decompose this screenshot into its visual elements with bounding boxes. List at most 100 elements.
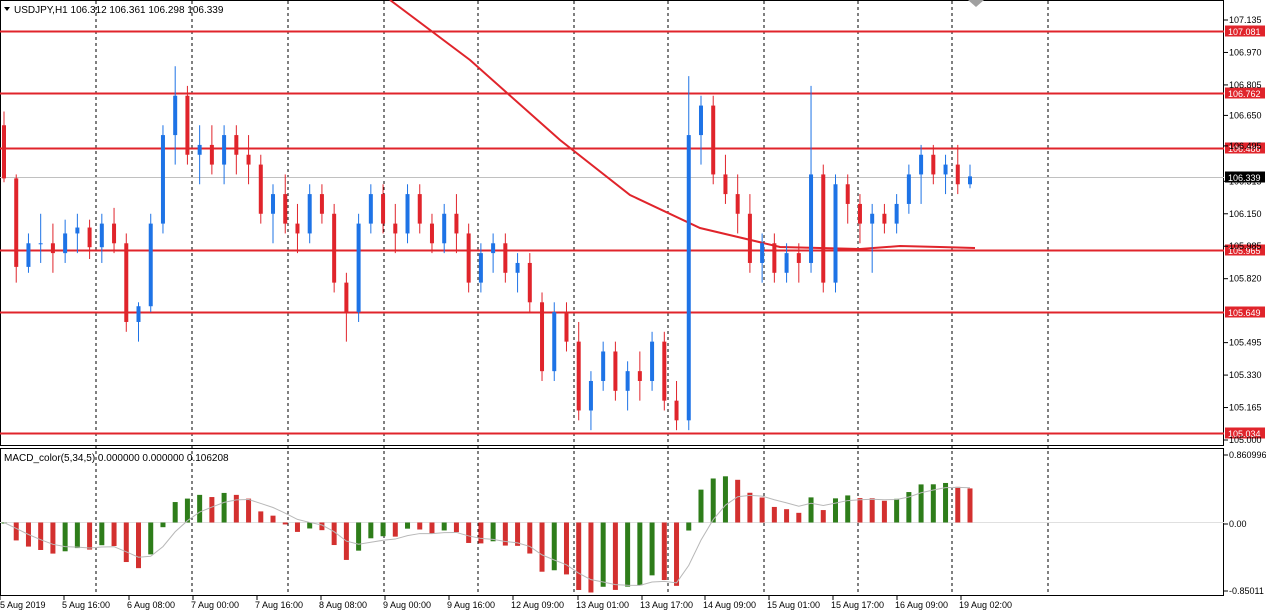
macd-bar <box>857 498 863 523</box>
time-tick-label: 7 Aug 00:00 <box>191 600 239 610</box>
chart-shift-icon[interactable] <box>968 0 984 7</box>
price-tick-label: 107.135 <box>1229 15 1262 25</box>
macd-signal-line <box>3 486 971 586</box>
level-label: 105.649 <box>1228 308 1261 318</box>
candle-body <box>845 184 850 204</box>
moving-average-line <box>389 0 976 251</box>
time-axis: 5 Aug 2019 5 Aug 16:00 6 Aug 08:00 7 Aug 00… <box>0 596 1012 610</box>
price-tick-label: 105.820 <box>1229 274 1262 284</box>
candle-body <box>625 371 630 391</box>
macd-histogram <box>0 476 1224 593</box>
macd-bar <box>319 522 325 531</box>
macd-bar <box>282 522 288 525</box>
candle-body <box>601 351 606 381</box>
candle-body <box>650 341 655 381</box>
symbol-header: USDJPY,H1 106.312 106.361 106.298 106.33… <box>14 5 224 16</box>
macd-bar <box>87 522 93 550</box>
macd-label: MACD_color(5,34,5) 0.000000 0.000000 0.1… <box>4 453 229 464</box>
candle-body <box>417 194 422 224</box>
macd-bar <box>478 522 484 544</box>
macd-bar <box>722 476 728 523</box>
candle-body <box>809 174 814 263</box>
candle-body <box>503 243 508 273</box>
time-tick-label: 9 Aug 00:00 <box>383 600 431 610</box>
macd-bar <box>441 522 447 531</box>
candle-body <box>686 135 691 421</box>
macd-bar <box>612 522 618 590</box>
macd-tick-label: 0.860996 <box>1229 450 1266 460</box>
macd-bar <box>246 498 252 523</box>
candle-body <box>50 243 55 254</box>
macd-bar <box>930 484 936 523</box>
level-badge <box>1225 427 1265 439</box>
candle-body <box>735 194 740 214</box>
candle-body <box>87 227 92 248</box>
horizontal-levels[interactable]: 107.081 106.762 106.486 105.965 105.649 105.0… <box>0 25 1265 440</box>
candle-body <box>894 203 899 224</box>
price-tick-label: 106.150 <box>1229 209 1262 219</box>
candle-body <box>368 194 373 224</box>
level-label: 105.034 <box>1228 429 1261 439</box>
macd-bar <box>197 494 203 523</box>
price-tick-label: 105.330 <box>1229 370 1262 380</box>
candle-body <box>796 253 801 263</box>
price-tick-label: 105.000 <box>1229 435 1262 445</box>
level-label: 106.762 <box>1228 89 1261 99</box>
candle-body <box>344 282 349 313</box>
macd-bar <box>184 498 190 523</box>
time-tick-label: 12 Aug 09:00 <box>511 600 564 610</box>
macd-bar <box>417 522 423 530</box>
candles <box>2 66 972 431</box>
level-label: 105.965 <box>1228 246 1261 256</box>
macd-bar <box>796 512 802 523</box>
macd-bar <box>209 497 215 523</box>
macd-bar <box>380 522 386 537</box>
candle-body <box>833 184 838 283</box>
price-tick-label: 106.495 <box>1229 141 1262 151</box>
candle-body <box>112 223 117 244</box>
candle-body <box>540 302 545 372</box>
candle-body <box>662 341 667 401</box>
macd-bar <box>123 522 129 563</box>
candle-body <box>760 243 765 263</box>
time-tick-label: 19 Aug 02:00 <box>959 600 1012 610</box>
price-tick-label: 105.495 <box>1229 338 1262 348</box>
time-tick-label: 9 Aug 16:00 <box>447 600 495 610</box>
candle-body <box>295 223 300 234</box>
time-tick-label: 13 Aug 17:00 <box>640 600 693 610</box>
macd-bar <box>466 522 472 543</box>
macd-bar <box>136 522 142 569</box>
price-axis: 107.135 106.970 106.805 106.650 106.495 106.3… <box>1224 15 1262 445</box>
candle-body <box>405 194 410 234</box>
time-tick-label: 8 Aug 08:00 <box>319 600 367 610</box>
candle-body <box>772 243 777 273</box>
candle-body <box>454 213 459 234</box>
candle-body <box>515 262 520 273</box>
macd-bar <box>13 522 19 541</box>
macd-bar <box>502 522 508 546</box>
macd-bar <box>563 522 569 575</box>
macd-bar <box>368 522 374 539</box>
candle-body <box>968 176 972 185</box>
dropdown-triangle-icon[interactable] <box>4 7 10 11</box>
main-pane-frame <box>0 0 1224 446</box>
candle-body <box>588 380 593 411</box>
candle-body <box>674 400 679 421</box>
macd-bar <box>845 495 851 523</box>
candle-body <box>185 95 190 155</box>
candle-body <box>723 174 728 195</box>
candle-body <box>2 125 6 179</box>
candle-body <box>26 243 31 267</box>
macd-bar <box>50 522 56 554</box>
macd-bar <box>331 522 337 546</box>
macd-bar <box>258 511 264 523</box>
candle-body <box>857 203 862 224</box>
candle-body <box>319 194 324 214</box>
candle-body <box>381 194 386 224</box>
macd-bar <box>771 506 777 523</box>
candle-body <box>246 154 251 165</box>
candle-body <box>307 194 312 234</box>
macd-bar <box>710 478 716 523</box>
candle-body <box>698 105 703 136</box>
